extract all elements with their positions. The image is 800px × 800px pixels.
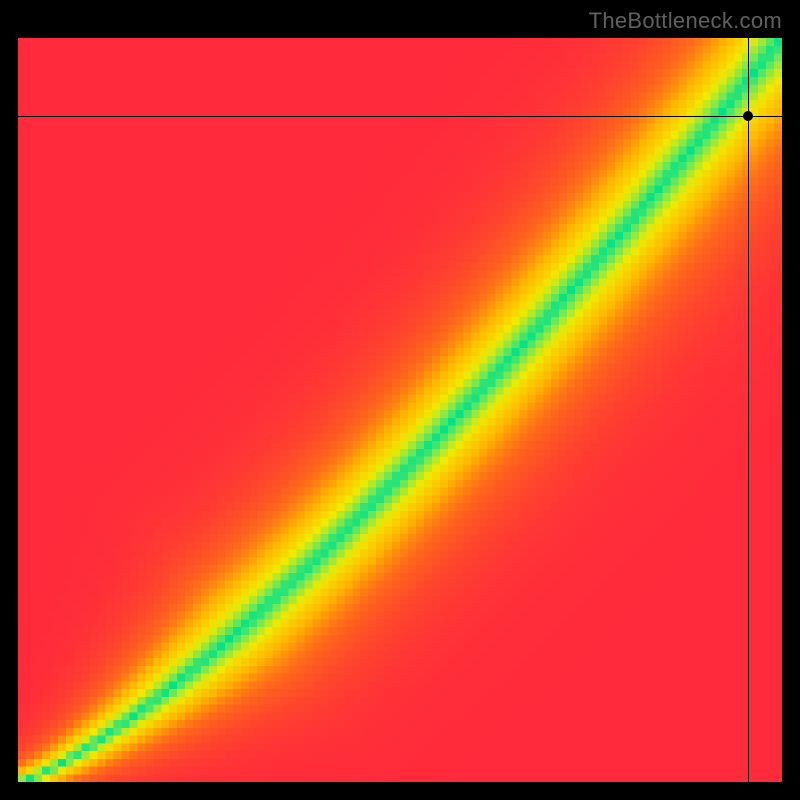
heatmap-plot bbox=[18, 38, 782, 782]
crosshair-vertical bbox=[748, 38, 749, 782]
crosshair-horizontal bbox=[18, 116, 782, 117]
heatmap-canvas bbox=[18, 38, 782, 782]
crosshair-marker bbox=[743, 111, 753, 121]
watermark-text: TheBottleneck.com bbox=[589, 8, 782, 34]
